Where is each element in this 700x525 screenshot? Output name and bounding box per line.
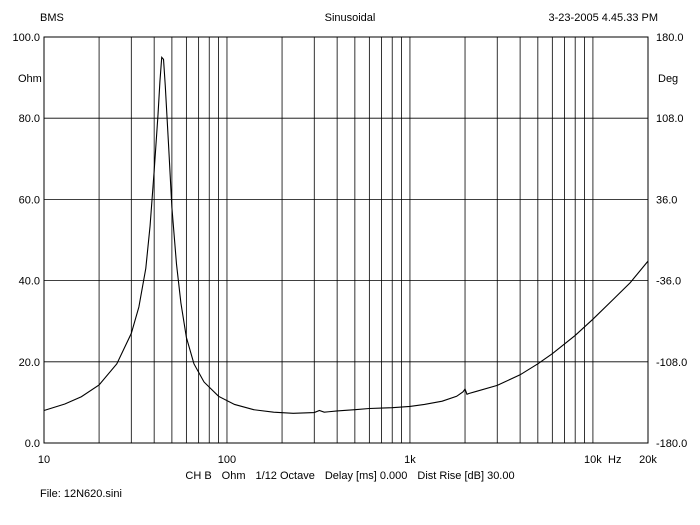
- y2-tick-label: -180.0: [656, 438, 687, 450]
- unit-label: Ohm: [221, 470, 246, 482]
- chart-ticks: 0.0 20.0 40.0 60.0 80.0 100.0 -180.0 -108.0 -36.…: [12, 32, 687, 466]
- header-left: BMS: [40, 12, 64, 24]
- status-bar: CH B Ohm 1/12 Octave Delay [ms] 0.000 Dist R…: [0, 470, 700, 482]
- chart-lines: [43, 55, 649, 414]
- channel-label: CH B: [185, 470, 212, 482]
- x-tick-label: 10: [38, 454, 50, 466]
- x-tick-label: 1k: [404, 454, 416, 466]
- y2-tick-label: 108.0: [656, 113, 684, 125]
- y-tick-label: 60.0: [19, 194, 40, 206]
- chart-grid: [43, 36, 649, 444]
- x-tick-label: 100: [218, 454, 236, 466]
- header-timestamp: 3-23-2005 4.45.33 PM: [548, 12, 658, 24]
- header-title: Sinusoidal: [324, 12, 376, 24]
- y-tick-label: 20.0: [19, 357, 40, 369]
- file-label: File: 12N620.sini: [40, 488, 122, 500]
- x-tick-label: 20k: [639, 454, 657, 466]
- y2-tick-label: 36.0: [656, 194, 677, 206]
- y2-axis-unit-label: Deg: [658, 73, 678, 85]
- y-axis-unit-label: Ohm: [18, 73, 42, 85]
- y-tick-label: 40.0: [19, 276, 40, 288]
- smoothing-label: 1/12 Octave: [255, 470, 315, 482]
- impedance-series-line: [43, 55, 649, 414]
- dist-rise-label: Dist Rise [dB] 30.00: [417, 470, 515, 482]
- plot-frame: [43, 36, 649, 444]
- delay-label: Delay [ms] 0.000: [324, 470, 408, 482]
- y2-tick-label: -108.0: [656, 357, 687, 369]
- y2-tick-label: -36.0: [656, 276, 681, 288]
- y-tick-label: 0.0: [25, 438, 40, 450]
- x-axis-unit-label: Hz: [608, 454, 621, 466]
- y-tick-label: 80.0: [19, 113, 40, 125]
- y-tick-label: 100.0: [12, 32, 40, 44]
- x-tick-label: 10k: [584, 454, 602, 466]
- y2-tick-label: 180.0: [656, 32, 684, 44]
